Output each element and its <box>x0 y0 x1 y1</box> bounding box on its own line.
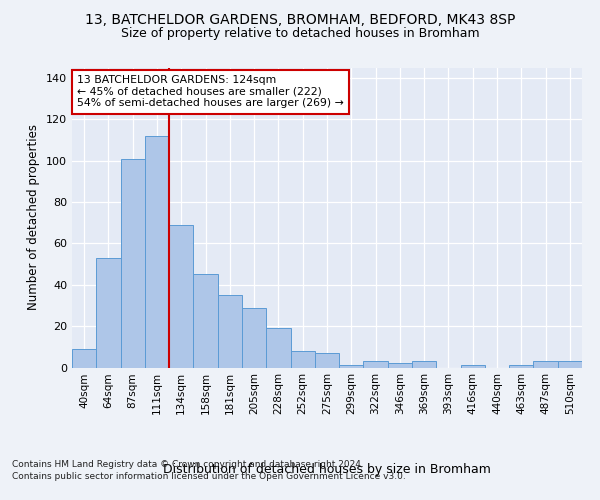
Bar <box>461 366 485 368</box>
Bar <box>145 136 169 368</box>
Bar <box>388 364 412 368</box>
Bar <box>558 362 582 368</box>
Text: 13, BATCHELDOR GARDENS, BROMHAM, BEDFORD, MK43 8SP: 13, BATCHELDOR GARDENS, BROMHAM, BEDFORD… <box>85 12 515 26</box>
Y-axis label: Number of detached properties: Number of detached properties <box>28 124 40 310</box>
Bar <box>242 308 266 368</box>
Bar <box>193 274 218 368</box>
Bar <box>412 362 436 368</box>
Bar <box>96 258 121 368</box>
Bar <box>315 353 339 368</box>
Bar <box>121 158 145 368</box>
Text: 13 BATCHELDOR GARDENS: 124sqm
← 45% of detached houses are smaller (222)
54% of : 13 BATCHELDOR GARDENS: 124sqm ← 45% of d… <box>77 75 344 108</box>
Bar <box>218 295 242 368</box>
Bar <box>509 366 533 368</box>
Bar <box>290 351 315 368</box>
Bar <box>72 349 96 368</box>
Bar <box>364 362 388 368</box>
X-axis label: Distribution of detached houses by size in Bromham: Distribution of detached houses by size … <box>163 463 491 476</box>
Text: Contains public sector information licensed under the Open Government Licence v3: Contains public sector information licen… <box>12 472 406 481</box>
Text: Size of property relative to detached houses in Bromham: Size of property relative to detached ho… <box>121 28 479 40</box>
Bar <box>266 328 290 368</box>
Bar <box>169 224 193 368</box>
Text: Contains HM Land Registry data © Crown copyright and database right 2024.: Contains HM Land Registry data © Crown c… <box>12 460 364 469</box>
Bar <box>533 362 558 368</box>
Bar <box>339 366 364 368</box>
